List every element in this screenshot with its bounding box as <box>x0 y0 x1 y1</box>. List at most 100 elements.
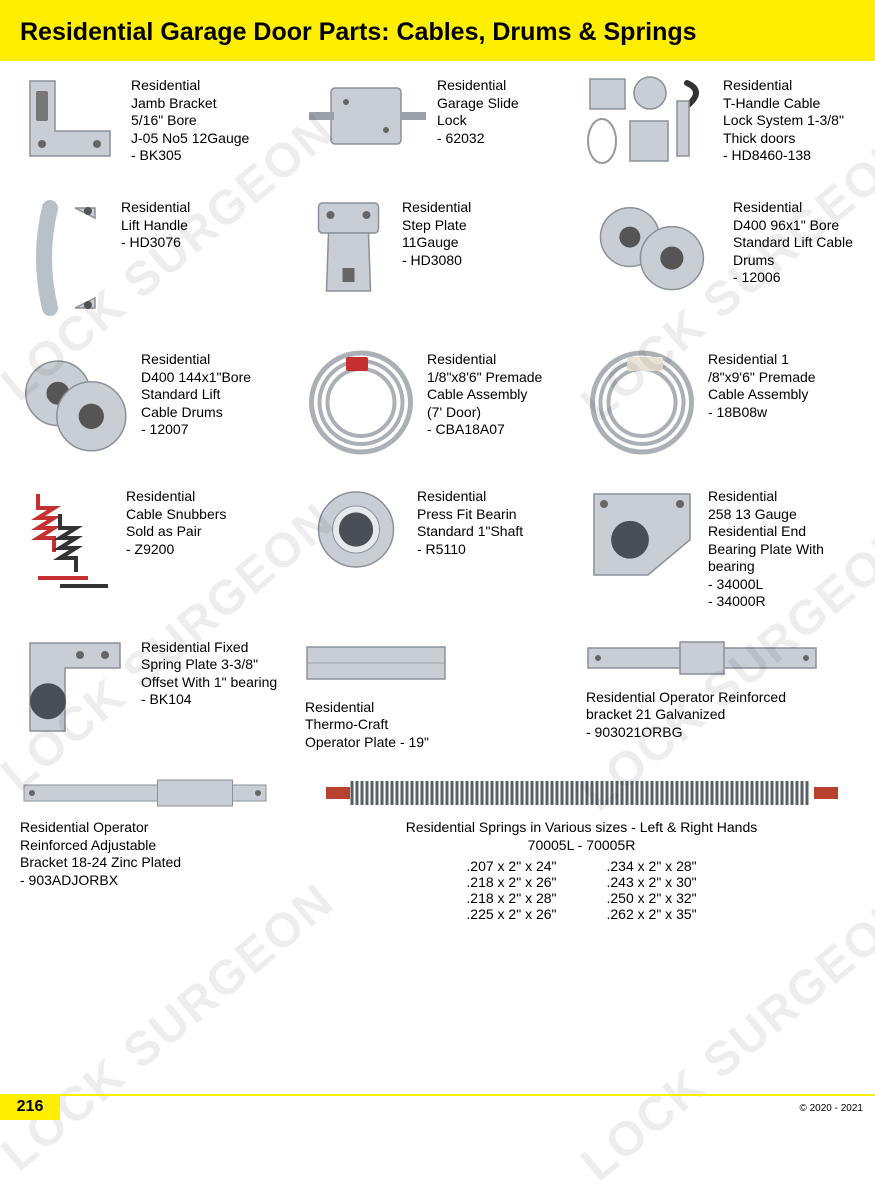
product-text-line: /8"x9'6" Premade <box>708 369 816 387</box>
product-text-line: - HD8460-138 <box>723 147 844 165</box>
spring-spec-line: .250 x 2" x 32" <box>607 890 697 906</box>
product-text-line: bearing <box>708 558 824 576</box>
product-image <box>20 345 135 460</box>
product-text-line: - 903ADJORBX <box>20 872 181 890</box>
product-description: ResidentialCable SnubbersSold as Pair- Z… <box>120 482 226 558</box>
spring-spec-line: .207 x 2" x 24" <box>466 858 556 874</box>
product-text-line: Reinforced Adjustable <box>20 837 181 855</box>
product-image <box>301 193 396 303</box>
catalog-row: ResidentialLift Handle- HD3076 Residentia… <box>20 193 855 323</box>
product-text-line: J-05 No5 12Gauge <box>131 130 249 148</box>
spring-specs-column: .207 x 2" x 24".218 x 2" x 26".218 x 2" … <box>466 858 556 922</box>
catalog-item: Residential Operator Reinforcedbracket 2… <box>582 633 855 752</box>
product-text-line: Jamb Bracket <box>131 95 249 113</box>
product-image <box>582 633 822 683</box>
spring-specs-column: .234 x 2" x 28".243 x 2" x 30".250 x 2" … <box>607 858 697 922</box>
product-image <box>301 633 451 693</box>
product-text-line: 1/8"x8'6" Premade <box>427 369 542 387</box>
copyright: © 2020 - 2021 <box>60 1094 875 1120</box>
product-text-line: Residential <box>733 199 853 217</box>
catalog-item: Residential1/8"x8'6" PremadeCable Assemb… <box>301 345 574 460</box>
product-image <box>20 773 270 813</box>
watermark: LOCK SURGEON <box>571 883 875 1192</box>
spring-spec-line: .218 x 2" x 28" <box>466 890 556 906</box>
catalog-item: Residential 1/8"x9'6" PremadeCable Assem… <box>582 345 855 460</box>
catalog-item: Residential OperatorReinforced Adjustabl… <box>20 773 300 922</box>
product-text-line: Residential <box>305 699 429 717</box>
product-text-line: Lock System 1-3/8" <box>723 112 844 130</box>
product-text-line: Step Plate <box>402 217 471 235</box>
product-image <box>582 482 702 587</box>
product-text-line: - HD3080 <box>402 252 471 270</box>
product-text-line: Lift Handle <box>121 217 190 235</box>
product-image <box>301 482 411 577</box>
product-text-line: Press Fit Bearin <box>417 506 523 524</box>
product-text-line: Residential Operator <box>20 819 181 837</box>
product-text-line: Residential Fixed <box>141 639 277 657</box>
spring-catalog-item: Residential Springs in Various sizes - L… <box>308 773 855 922</box>
product-text-line: Cable Drums <box>141 404 251 422</box>
page-footer: 216 © 2020 - 2021 <box>0 1094 875 1120</box>
spring-spec-line: .243 x 2" x 30" <box>607 874 697 890</box>
catalog-row: ResidentialD400 144x1"BoreStandard LiftC… <box>20 345 855 460</box>
catalog-item: ResidentialGarage SlideLock- 62032 <box>301 71 574 171</box>
product-description: ResidentialPress Fit BearinStandard 1"Sh… <box>411 482 523 558</box>
catalog-item: ResidentialD400 144x1"BoreStandard LiftC… <box>20 345 293 460</box>
product-image <box>20 482 120 592</box>
product-image <box>20 193 115 323</box>
product-image <box>582 71 717 171</box>
product-text-line: Operator Plate - 19" <box>305 734 429 752</box>
catalog-row: Residential FixedSpring Plate 3-3/8"Offs… <box>20 633 855 752</box>
product-text-line: Residential <box>402 199 471 217</box>
spring-subtitle: 70005L - 70005R <box>308 837 855 855</box>
product-text-line: D400 96x1" Bore <box>733 217 853 235</box>
page-number: 216 <box>0 1094 60 1120</box>
product-text-line: Standard 1"Shaft <box>417 523 523 541</box>
product-text-line: Residential <box>141 351 251 369</box>
catalog-item: ResidentialLift Handle- HD3076 <box>20 193 293 323</box>
product-image <box>582 193 727 298</box>
product-description: ResidentialLift Handle- HD3076 <box>115 193 190 252</box>
product-text-line: T-Handle Cable <box>723 95 844 113</box>
product-description: Residential OperatorReinforced Adjustabl… <box>20 813 181 889</box>
product-text-line: Residential <box>723 77 844 95</box>
page-title: Residential Garage Door Parts: Cables, D… <box>20 18 855 47</box>
product-image <box>301 345 421 460</box>
product-description: ResidentialThermo-CraftOperator Plate - … <box>301 693 429 752</box>
product-text-line: - R5110 <box>417 541 523 559</box>
product-text-line: bracket 21 Galvanized <box>586 706 786 724</box>
product-description: Residential 1/8"x9'6" PremadeCable Assem… <box>702 345 816 421</box>
catalog-item: ResidentialThermo-CraftOperator Plate - … <box>301 633 574 752</box>
product-text-line: 11Gauge <box>402 234 471 252</box>
catalog-row: Residential Cable SnubbersSold as Pair- Z… <box>20 482 855 611</box>
page-header: Residential Garage Door Parts: Cables, D… <box>0 0 875 61</box>
product-text-line: Residential <box>437 77 519 95</box>
product-text-line: Standard Lift Cable <box>733 234 853 252</box>
catalog-item: ResidentialD400 96x1" BoreStandard Lift … <box>582 193 855 323</box>
product-text-line: Residential <box>427 351 542 369</box>
catalog-item: ResidentialJamb Bracket5/16" BoreJ-05 No… <box>20 71 293 171</box>
product-text-line: Cable Snubbers <box>126 506 226 524</box>
product-text-line: - Z9200 <box>126 541 226 559</box>
product-text-line: - 12007 <box>141 421 251 439</box>
product-text-line: - CBA18A07 <box>427 421 542 439</box>
product-description: Residential Springs in Various sizes - L… <box>308 813 855 854</box>
product-text-line: Sold as Pair <box>126 523 226 541</box>
product-text-line: Residential Operator Reinforced <box>586 689 786 707</box>
product-text-line: Residential <box>417 488 523 506</box>
product-description: Residential258 13 GaugeResidential EndBe… <box>702 482 824 611</box>
spring-spec-line: .262 x 2" x 35" <box>607 906 697 922</box>
catalog-item: ResidentialCable SnubbersSold as Pair- Z… <box>20 482 293 611</box>
product-description: ResidentialStep Plate11Gauge- HD3080 <box>396 193 471 269</box>
product-text-line: - 12006 <box>733 269 853 287</box>
product-description: Residential1/8"x8'6" PremadeCable Assemb… <box>421 345 542 439</box>
product-text-line: - 34000R <box>708 593 824 611</box>
product-text-line: Standard Lift <box>141 386 251 404</box>
product-image <box>20 71 125 166</box>
product-text-line: Residential <box>131 77 249 95</box>
spring-spec-line: .234 x 2" x 28" <box>607 858 697 874</box>
product-description: ResidentialD400 144x1"BoreStandard LiftC… <box>135 345 251 439</box>
product-text-line: - 62032 <box>437 130 519 148</box>
product-text-line: Cable Assembly <box>427 386 542 404</box>
catalog-row: Residential OperatorReinforced Adjustabl… <box>20 773 855 922</box>
